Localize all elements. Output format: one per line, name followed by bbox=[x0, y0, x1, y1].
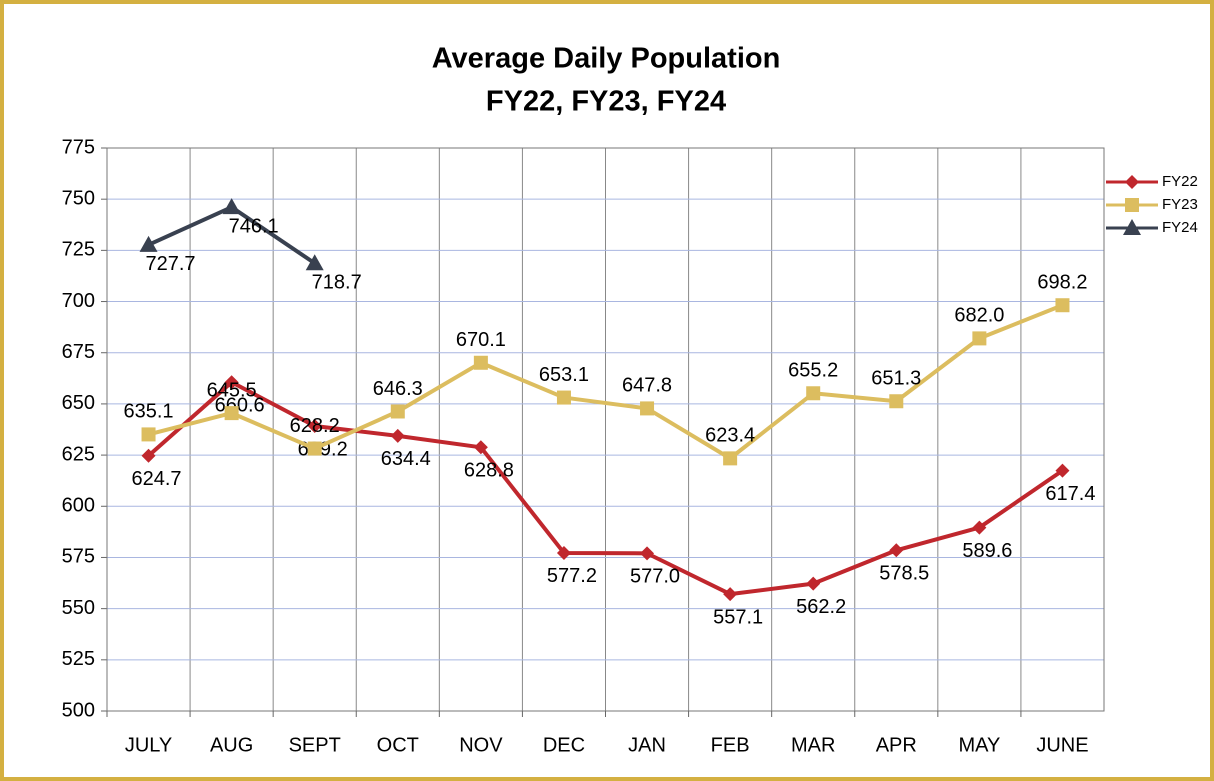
legend-label: FY22 bbox=[1162, 173, 1198, 190]
data-label: 645.5 bbox=[207, 379, 257, 401]
data-label: 746.1 bbox=[229, 215, 279, 237]
marker bbox=[889, 394, 904, 409]
x-tick-label: JULY bbox=[125, 734, 172, 756]
marker bbox=[806, 576, 821, 591]
x-tick-label: OCT bbox=[377, 734, 419, 756]
data-label: 635.1 bbox=[124, 401, 174, 423]
chart-subtitle: FY22, FY23, FY24 bbox=[486, 86, 726, 118]
data-label: 628.2 bbox=[290, 415, 340, 437]
marker bbox=[139, 235, 158, 252]
data-label: 623.4 bbox=[705, 425, 755, 447]
marker bbox=[224, 375, 239, 390]
marker bbox=[556, 390, 571, 405]
marker bbox=[640, 401, 655, 416]
legend-label: FY24 bbox=[1162, 219, 1198, 236]
data-label: 653.1 bbox=[539, 364, 589, 386]
marker bbox=[473, 440, 488, 455]
chart-title: Average Daily Population bbox=[432, 43, 781, 75]
marker bbox=[307, 441, 322, 456]
marker bbox=[1055, 463, 1070, 478]
marker bbox=[1055, 298, 1070, 313]
x-tick-label: JAN bbox=[628, 734, 666, 756]
marker bbox=[224, 406, 239, 421]
y-tick-label: 550 bbox=[62, 597, 95, 619]
data-label: 557.1 bbox=[713, 606, 763, 628]
data-label: 647.8 bbox=[622, 375, 672, 397]
y-tick-label: 525 bbox=[62, 648, 95, 670]
data-label: 562.2 bbox=[796, 596, 846, 618]
y-tick-label: 575 bbox=[62, 546, 95, 568]
data-label: 682.0 bbox=[954, 305, 1004, 327]
data-label: 634.4 bbox=[381, 448, 431, 470]
x-tick-label: AUG bbox=[210, 734, 253, 756]
data-label: 670.1 bbox=[456, 329, 506, 351]
marker bbox=[972, 520, 987, 535]
marker bbox=[141, 427, 156, 442]
y-tick-label: 500 bbox=[62, 699, 95, 721]
y-tick-label: 725 bbox=[62, 239, 95, 261]
y-tick-label: 650 bbox=[62, 392, 95, 414]
marker bbox=[1123, 219, 1141, 235]
x-tick-label: JUNE bbox=[1036, 734, 1088, 756]
marker bbox=[141, 448, 156, 463]
marker bbox=[640, 546, 655, 561]
legend-label: FY23 bbox=[1162, 196, 1198, 213]
marker bbox=[1125, 175, 1139, 189]
data-label: 577.2 bbox=[547, 565, 597, 587]
y-tick-label: 625 bbox=[62, 443, 95, 465]
series-line bbox=[147, 380, 1064, 597]
data-label: 718.7 bbox=[312, 272, 362, 294]
y-tick-label: 775 bbox=[62, 136, 95, 158]
marker bbox=[307, 419, 322, 434]
data-label: 617.4 bbox=[1045, 483, 1095, 505]
x-tick-label: SEPT bbox=[289, 734, 341, 756]
x-tick-label: DEC bbox=[543, 734, 585, 756]
marker bbox=[723, 451, 738, 466]
data-label: 578.5 bbox=[879, 563, 929, 585]
data-label: 651.3 bbox=[871, 368, 921, 390]
y-tick-label: 750 bbox=[62, 187, 95, 209]
y-tick-label: 600 bbox=[62, 495, 95, 517]
x-tick-label: NOV bbox=[459, 734, 503, 756]
x-tick-label: MAR bbox=[791, 734, 835, 756]
marker bbox=[390, 428, 405, 443]
marker bbox=[390, 404, 405, 419]
data-label: 655.2 bbox=[788, 360, 838, 382]
x-tick-label: MAY bbox=[958, 734, 1000, 756]
x-tick-label: FEB bbox=[711, 734, 750, 756]
data-label: 698.2 bbox=[1037, 272, 1087, 294]
data-label: 577.0 bbox=[630, 566, 680, 588]
marker bbox=[972, 331, 987, 346]
data-label: 628.8 bbox=[464, 460, 514, 482]
marker bbox=[305, 254, 324, 271]
y-tick-label: 675 bbox=[62, 341, 95, 363]
marker bbox=[1125, 198, 1139, 212]
marker bbox=[889, 543, 904, 558]
data-label: 727.7 bbox=[146, 253, 196, 275]
marker bbox=[806, 386, 821, 401]
data-label: 624.7 bbox=[132, 468, 182, 490]
y-tick-label: 700 bbox=[62, 290, 95, 312]
x-tick-label: APR bbox=[876, 734, 917, 756]
data-label: 639.2 bbox=[298, 438, 348, 460]
marker bbox=[556, 545, 571, 560]
marker bbox=[723, 587, 738, 602]
marker bbox=[222, 198, 241, 215]
marker bbox=[473, 355, 488, 370]
data-label: 646.3 bbox=[373, 378, 423, 400]
data-label: 589.6 bbox=[962, 540, 1012, 562]
series-line bbox=[148, 303, 1064, 461]
